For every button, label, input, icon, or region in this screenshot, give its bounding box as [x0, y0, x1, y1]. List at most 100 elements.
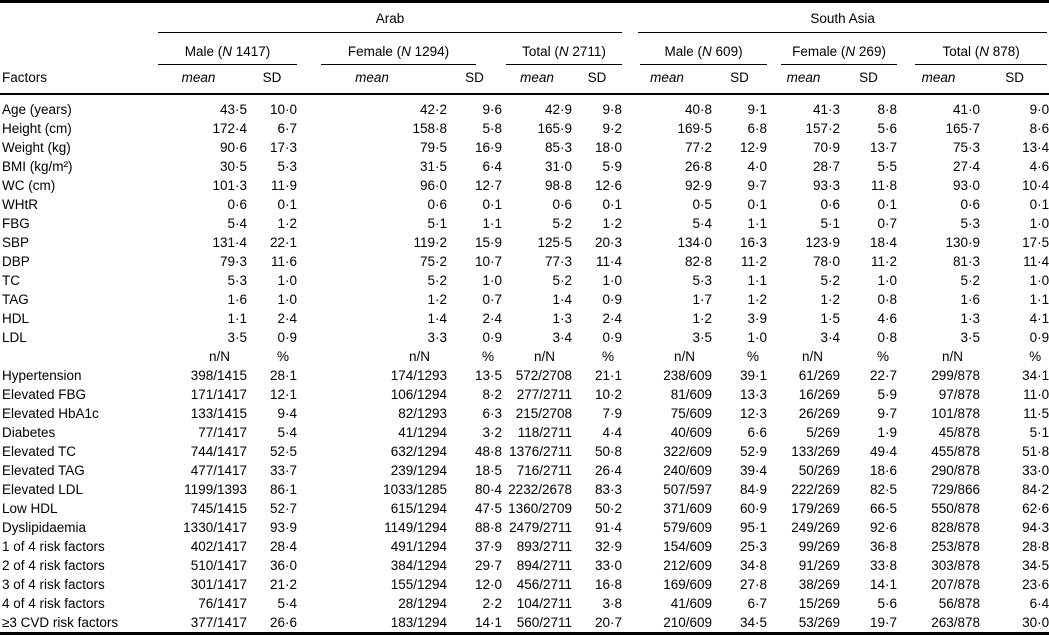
- categorical-row: 3 of 4 risk factors 301/1417 21·2 155/1294 1…: [0, 575, 1049, 594]
- ratio-subheader: n/N: [533, 348, 555, 364]
- ratio-value: 277/2711: [516, 386, 572, 402]
- sd-value: 10·4: [1022, 177, 1049, 193]
- ratio-value: 893/2711: [516, 538, 572, 554]
- mean-column-header: mean: [622, 64, 713, 95]
- sd-value: 18·4: [870, 234, 898, 250]
- mean-value: 1·3: [960, 310, 981, 326]
- mean-value: 5·2: [552, 272, 572, 288]
- mean-value: 5·3: [227, 272, 247, 288]
- mean-value: 101·3: [212, 177, 247, 193]
- percent-value: 10·2: [595, 386, 623, 402]
- percent-value: 3·8: [602, 595, 623, 611]
- percent-value: 6·7: [747, 595, 768, 611]
- ratio-value: 384/1294: [390, 557, 447, 573]
- sd-value: 1·0: [877, 272, 898, 288]
- ratio-value: 28/1294: [398, 595, 447, 611]
- percent-value: 12·1: [269, 386, 297, 402]
- mean-value: 1·4: [427, 310, 447, 326]
- blank-cell: [0, 347, 150, 366]
- sd-value: 1·2: [602, 215, 623, 231]
- percent-value: 47·5: [474, 500, 502, 516]
- ratio-value: 82/1293: [398, 405, 447, 421]
- mean-value: 0·6: [227, 196, 247, 212]
- ratio-value: 222/269: [791, 481, 841, 497]
- ratio-value: 38/269: [798, 576, 841, 592]
- factor-label: 1 of 4 risk factors: [2, 538, 105, 554]
- sd-value: 1·0: [1029, 272, 1049, 288]
- sd-value: 11·4: [596, 253, 623, 269]
- subgroup-text: Male (: [184, 43, 223, 59]
- ratio-value: 239/1294: [390, 462, 447, 478]
- categorical-row: Elevated HbA1c 133/1415 9·4 82/1293 6·3 215/2…: [0, 404, 1049, 423]
- ratio-subheader: n/N: [802, 348, 824, 364]
- percent-value: 12·3: [740, 405, 768, 421]
- subgroup-count: 1417): [231, 43, 271, 59]
- continuous-row: Weight (kg) 90·6 17·3 79·5 16·9 85·3 18·0 77·2 1…: [0, 138, 1049, 157]
- percent-value: 39·4: [740, 462, 768, 478]
- subgroup-header-sasia-total: Total (N 878): [897, 33, 1049, 65]
- region-header-arab: Arab: [150, 2, 623, 33]
- percent-subheader: %: [602, 348, 615, 364]
- factor-label: Height (cm): [2, 120, 72, 136]
- subgroup-count: 2711): [568, 43, 606, 59]
- factor-label: Dyslipidaemia: [2, 519, 87, 535]
- continuous-row: Height (cm) 172·4 6·7 158·8 5·8 165·9 9·2 169·5…: [0, 119, 1049, 138]
- percent-value: 22·7: [870, 367, 898, 383]
- ratio-value: 210/609: [663, 614, 713, 630]
- sd-value: 11·8: [871, 177, 898, 193]
- mean-value: 3·5: [692, 329, 713, 345]
- subgroup-count: 269): [855, 43, 886, 59]
- mean-value: 5·2: [552, 215, 572, 231]
- factor-label: 2 of 4 risk factors: [2, 557, 105, 573]
- percent-value: 93·9: [269, 519, 297, 535]
- percent-value: 28·8: [1022, 538, 1049, 554]
- n-symbol: N: [702, 43, 712, 59]
- sd-value: 2·4: [602, 310, 623, 326]
- ratio-value: 894/2711: [516, 557, 572, 573]
- mean-value: 123·9: [805, 234, 841, 250]
- percent-value: 6·4: [1029, 595, 1049, 611]
- sd-value: 12·6: [595, 177, 623, 193]
- percent-value: 88·8: [474, 519, 502, 535]
- mean-value: 81·3: [953, 253, 981, 269]
- percent-value: 21·1: [595, 367, 623, 383]
- ratio-value: 1376/2711: [509, 443, 572, 459]
- mean-column-header: mean: [297, 64, 447, 95]
- ratio-value: 106/1294: [390, 386, 447, 402]
- percent-value: 1·9: [877, 424, 898, 440]
- sd-value: 18·0: [595, 139, 623, 155]
- mean-value: 0·6: [427, 196, 447, 212]
- ratio-value: 263/878: [931, 614, 981, 630]
- ratio-value: 26/269: [798, 405, 841, 421]
- continuous-row: WC (cm) 101·3 11·9 96·0 12·7 98·8 12·6 92·9 9·7 9…: [0, 176, 1049, 195]
- mean-value: 1·6: [227, 291, 247, 307]
- percent-value: 28·1: [269, 367, 297, 383]
- sd-value: 6·8: [747, 120, 768, 136]
- sd-value: 5·5: [877, 158, 898, 174]
- categorical-row: 1 of 4 risk factors 402/1417 28·4 491/1294 3…: [0, 537, 1049, 556]
- percent-subheader: %: [877, 348, 890, 364]
- ratio-value: 45/878: [938, 424, 981, 440]
- percent-value: 3·2: [482, 424, 502, 440]
- mean-value: 93·0: [953, 177, 981, 193]
- percent-value: 91·4: [595, 519, 623, 535]
- sd-value: 1·1: [1029, 291, 1049, 307]
- ratio-value: 238/609: [663, 367, 713, 383]
- sd-value: 12·9: [740, 139, 768, 155]
- percent-value: 2·2: [482, 595, 502, 611]
- ratio-value: 1199/1393: [184, 481, 247, 497]
- mean-value: 26·8: [685, 158, 713, 174]
- percent-value: 6·6: [747, 424, 768, 440]
- sd-value: 2·4: [482, 310, 502, 326]
- percent-value: 34·5: [1022, 557, 1049, 573]
- sd-value: 0·8: [877, 329, 898, 345]
- ratio-value: 2232/2678: [508, 481, 572, 497]
- ratio-value: 215/2708: [515, 405, 572, 421]
- sd-value: 0·7: [877, 215, 898, 231]
- ratio-value: 179/269: [791, 500, 841, 516]
- sd-value: 15·9: [474, 234, 502, 250]
- percent-value: 32·9: [595, 538, 623, 554]
- mean-value: 77·2: [685, 139, 713, 155]
- percent-subheader: %: [747, 348, 760, 364]
- continuous-row: LDL 3·5 0·9 3·3 0·9 3·4 0·9 3·5 1·0 3·4 0·8 3·5 0·9: [0, 328, 1049, 347]
